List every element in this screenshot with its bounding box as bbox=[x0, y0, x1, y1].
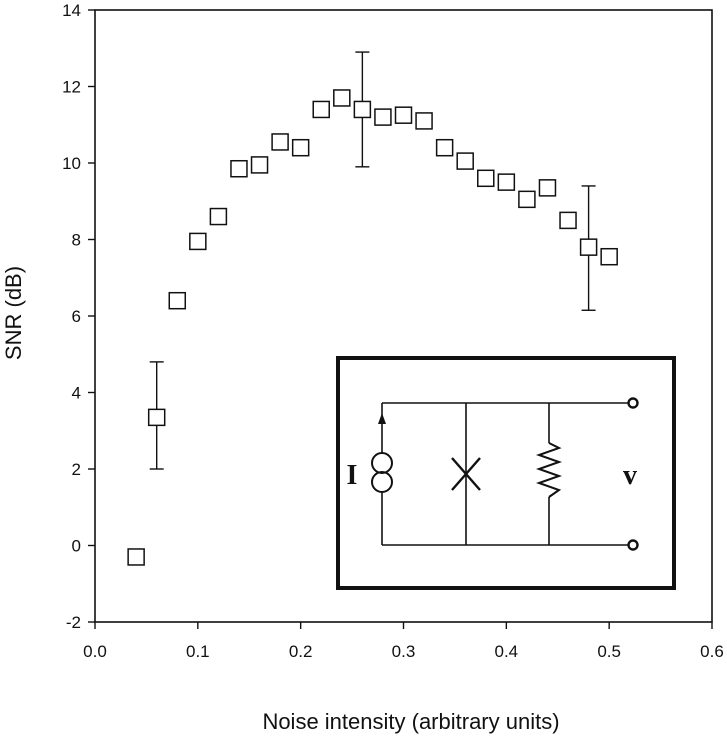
data-point bbox=[600, 247, 618, 266]
resistor-icon bbox=[535, 442, 563, 498]
inset-label-voltage: v bbox=[623, 460, 637, 491]
circuit-inset: I v bbox=[336, 356, 676, 590]
data-point bbox=[312, 100, 330, 119]
inset-label-current: I bbox=[347, 460, 358, 491]
y-tick-label: 8 bbox=[72, 231, 81, 250]
data-point bbox=[353, 100, 372, 119]
terminal-bottom-icon bbox=[627, 539, 639, 551]
data-point bbox=[374, 108, 392, 126]
data-points bbox=[127, 89, 618, 566]
current-arrow-icon bbox=[378, 413, 386, 424]
data-point bbox=[291, 138, 310, 157]
data-point bbox=[518, 190, 536, 209]
data-point bbox=[435, 138, 454, 157]
y-tick-label: 10 bbox=[62, 154, 81, 173]
x-tick-label: 0.4 bbox=[495, 642, 519, 661]
data-point bbox=[579, 238, 598, 256]
data-point bbox=[189, 232, 207, 251]
x-tick-label: 0.2 bbox=[289, 642, 313, 661]
y-tick-label: 14 bbox=[62, 1, 81, 20]
y-tick-label: 4 bbox=[72, 384, 81, 403]
data-point bbox=[230, 159, 248, 178]
data-point bbox=[477, 169, 495, 188]
data-point bbox=[333, 89, 351, 107]
x-tick-label: 0.3 bbox=[392, 642, 416, 661]
data-point bbox=[250, 156, 269, 174]
data-point bbox=[168, 291, 187, 310]
data-point bbox=[147, 408, 166, 427]
data-point bbox=[394, 106, 413, 124]
x-tick-label: 0.6 bbox=[700, 642, 724, 661]
data-point bbox=[127, 548, 145, 566]
x-tick-label: 0.5 bbox=[597, 642, 621, 661]
data-point bbox=[456, 152, 474, 170]
y-tick-label: -2 bbox=[66, 613, 81, 632]
data-point bbox=[271, 133, 289, 151]
data-point bbox=[538, 179, 557, 197]
data-point bbox=[559, 211, 577, 230]
y-tick-label: 6 bbox=[72, 307, 81, 326]
y-tick-label: 12 bbox=[62, 78, 81, 97]
y-tick-label: 0 bbox=[72, 537, 81, 556]
data-point bbox=[415, 112, 433, 130]
x-tick-label: 0.1 bbox=[186, 642, 210, 661]
inset-frame bbox=[336, 356, 676, 590]
x-tick-label: 0.0 bbox=[83, 642, 107, 661]
x-axis-title: Noise intensity (arbitrary units) bbox=[262, 709, 559, 734]
terminal-top-icon bbox=[627, 397, 639, 409]
ticks: 0.0 0.1 0.2 0.3 0.4 0.5 0.6 -2 0 2 4 6 8 10 12 14 bbox=[62, 1, 724, 661]
y-axis-title: SNR (dB) bbox=[1, 266, 26, 360]
junction-cross-icon-b bbox=[451, 457, 481, 491]
data-point bbox=[209, 207, 228, 226]
current-source-icon-lower bbox=[371, 471, 393, 493]
data-point bbox=[497, 173, 516, 191]
y-tick-label: 2 bbox=[72, 460, 81, 479]
